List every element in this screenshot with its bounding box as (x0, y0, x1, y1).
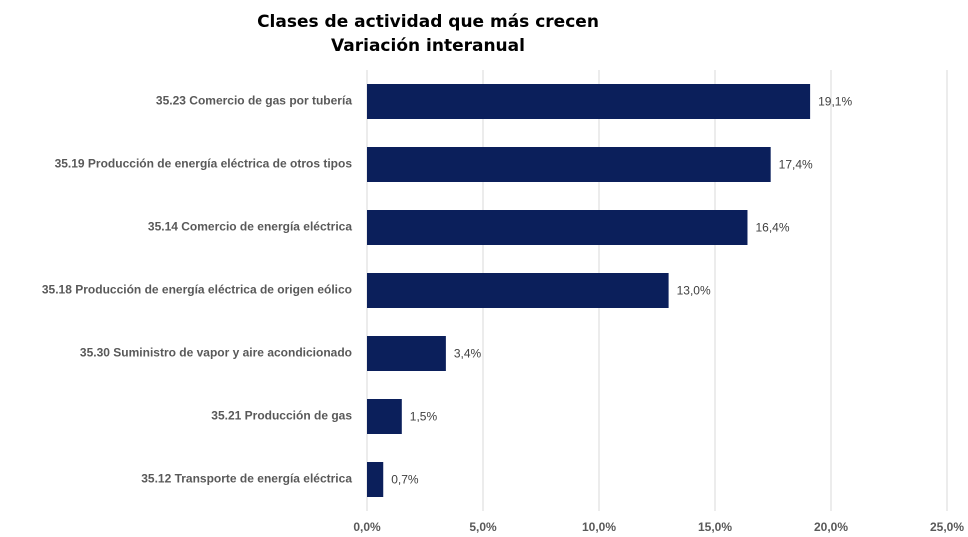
bar (367, 210, 748, 245)
data-label: 1,5% (410, 410, 438, 424)
data-label: 3,4% (454, 347, 482, 361)
data-label: 0,7% (391, 473, 419, 487)
x-tick-label: 5,0% (469, 520, 497, 534)
y-tick-label: 35.21 Producción de gas (211, 409, 352, 423)
chart-title: Clases de actividad que más crecen (257, 12, 599, 32)
chart-subtitle: Variación interanual (331, 36, 525, 56)
y-tick-label: 35.14 Comercio de energía eléctrica (148, 220, 352, 234)
data-label: 19,1% (818, 95, 852, 109)
x-tick-label: 15,0% (698, 520, 732, 534)
y-tick-label: 35.30 Suministro de vapor y aire acondic… (80, 346, 352, 360)
bar (367, 273, 669, 308)
y-tick-label: 35.12 Transporte de energía eléctrica (141, 472, 352, 486)
data-label: 17,4% (779, 158, 813, 172)
bar (367, 147, 771, 182)
x-tick-label: 0,0% (353, 520, 381, 534)
bar (367, 84, 811, 119)
y-tick-label: 35.19 Producción de energía eléctrica de… (55, 157, 353, 171)
data-label: 16,4% (755, 221, 789, 235)
x-tick-label: 10,0% (582, 520, 616, 534)
y-tick-label: 35.23 Comercio de gas por tubería (156, 94, 352, 108)
x-tick-label: 25,0% (930, 520, 964, 534)
bar (367, 462, 384, 497)
bar (367, 399, 402, 434)
y-tick-label: 35.18 Producción de energía eléctrica de… (42, 283, 352, 297)
x-tick-label: 20,0% (814, 520, 848, 534)
data-label: 13,0% (677, 284, 711, 298)
bar (367, 336, 446, 371)
